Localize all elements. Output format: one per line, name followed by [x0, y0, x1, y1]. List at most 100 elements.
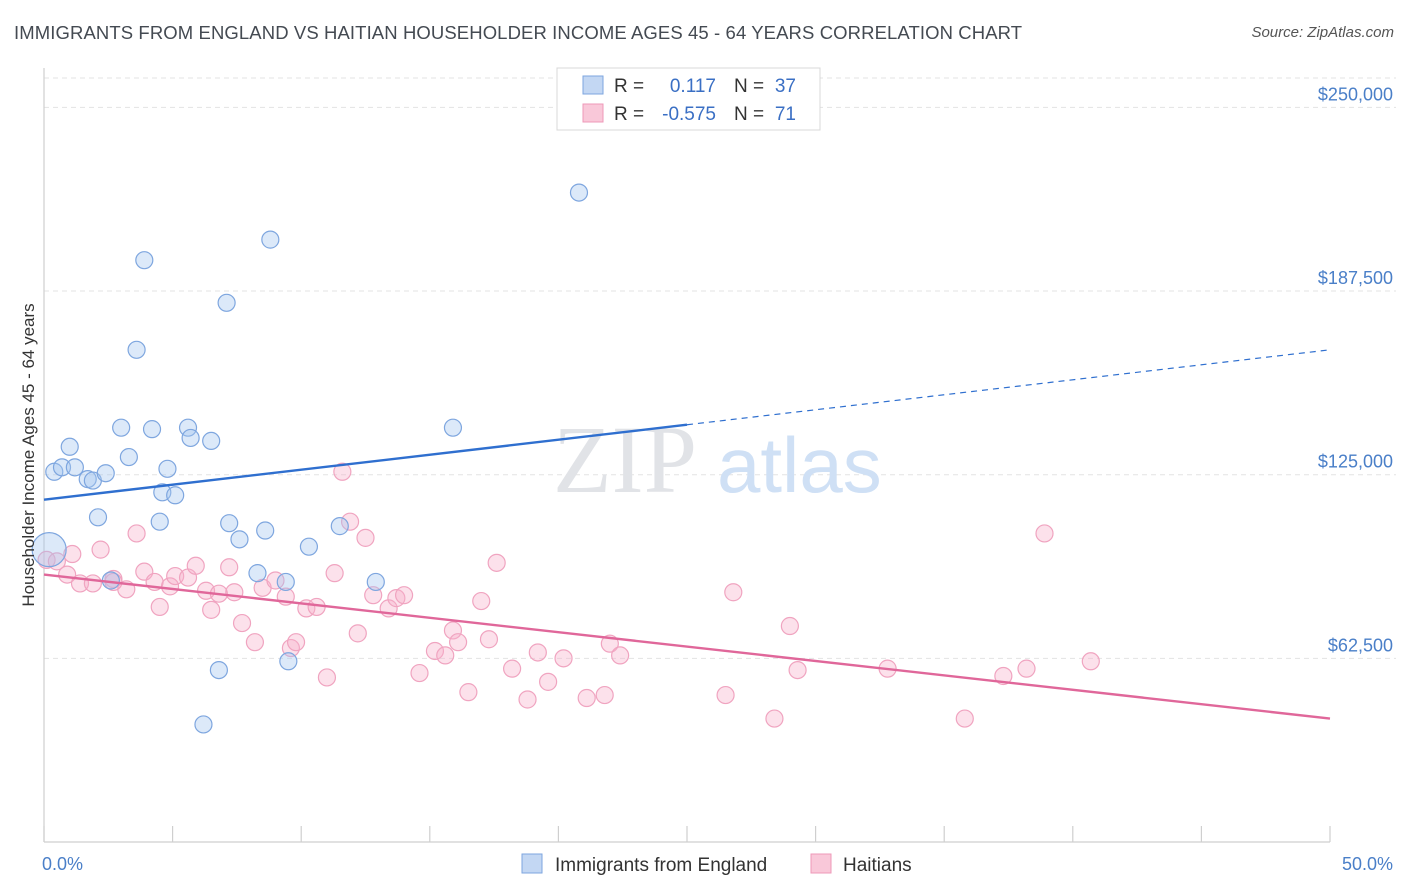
england-point-20: [202, 431, 221, 450]
haitians-point-61: [765, 709, 784, 728]
england-point-0: [31, 532, 67, 568]
haitians-point-62: [780, 616, 799, 636]
axes: [43, 68, 1331, 843]
haitians-point-13: [160, 577, 180, 596]
haitians-point-69: [1081, 652, 1100, 671]
england-trend-extension: [686, 349, 1331, 426]
tick-labels: $62,500 $125,000 $187,500 $250,000 0.0% 50.0%: [42, 84, 1393, 874]
haitians-trend-line: [43, 573, 1331, 720]
haitians-point-45: [448, 633, 468, 652]
england-point-23: [220, 514, 239, 533]
haitians-point-44: [443, 621, 463, 640]
haitians-point-27: [281, 638, 301, 658]
haitians-point-51: [518, 690, 537, 709]
england-trend-line: [43, 423, 688, 501]
x-tick-label-1: 50.0%: [1342, 854, 1393, 874]
y-axis-label: Householder Income Ages 45 - 64 years: [19, 303, 38, 606]
haitians-point-33: [333, 462, 352, 481]
england-point-27: [261, 230, 280, 249]
bottom-legend: Immigrants from England Haitians: [521, 853, 912, 876]
haitians-point-50: [503, 659, 522, 678]
england-point-34: [569, 183, 589, 202]
england-point-36: [150, 512, 169, 531]
legend-swatch-england: [582, 75, 604, 95]
legend-n-value-england: 37: [775, 76, 796, 97]
x-tick-label-0: 0.0%: [42, 854, 83, 874]
haitians-point-68: [1035, 524, 1054, 543]
bottom-legend-swatch-england: [521, 853, 543, 874]
haitians-point-65: [955, 709, 974, 728]
legend-r-value-haitians: -0.575: [662, 104, 716, 125]
england-point-30: [299, 537, 319, 556]
england-point-25: [248, 564, 267, 583]
chart-title: IMMIGRANTS FROM ENGLAND VS HAITIAN HOUSE…: [14, 22, 1023, 43]
trend-lines: [43, 349, 1331, 720]
haitians-point-3: [63, 544, 82, 564]
haitians-point-42: [425, 641, 445, 661]
england-point-35: [194, 715, 213, 734]
haitians-point-9: [127, 524, 146, 543]
haitians-point-58: [611, 646, 630, 665]
england-point-10: [112, 418, 131, 437]
haitians-point-36: [356, 528, 375, 547]
haitians-point-49: [487, 553, 506, 572]
grid-lines: [44, 77, 1396, 659]
england-point-21: [209, 660, 228, 680]
source-note: Source: ZipAtlas.com: [1251, 24, 1394, 41]
haitians-point-22: [232, 613, 252, 633]
england-point-17: [166, 486, 185, 505]
data-points: [31, 183, 1100, 734]
england-point-7: [88, 508, 108, 527]
bottom-legend-label-haitians: Haitians: [843, 855, 912, 876]
england-point-18: [178, 418, 198, 437]
legend-r-value-england: 0.117: [670, 76, 716, 97]
england-point-26: [256, 521, 275, 540]
england-point-11: [119, 447, 138, 467]
legend-n-label-england: N =: [734, 76, 764, 97]
england-point-19: [181, 428, 200, 448]
bottom-legend-swatch-haitians: [810, 853, 832, 874]
haitians-point-35: [348, 624, 367, 643]
england-point-28: [276, 572, 295, 592]
haitians-point-12: [150, 597, 169, 617]
legend-r-label-england: R =: [614, 76, 644, 97]
england-point-8: [96, 464, 115, 483]
haitians-point-1: [47, 552, 66, 571]
england-point-2: [52, 458, 72, 477]
haitians-point-5: [83, 574, 102, 593]
england-point-14: [142, 420, 162, 439]
haitians-point-28: [286, 633, 306, 652]
watermark-atlas: atlas: [717, 421, 882, 509]
haitians-point-40: [394, 586, 414, 605]
england-point-13: [135, 251, 154, 270]
legend-r-label-haitians: R =: [614, 104, 644, 125]
y-tick-label-0: $62,500: [1328, 635, 1393, 655]
haitians-point-59: [716, 685, 735, 705]
y-tick-label-2: $187,500: [1318, 268, 1393, 288]
haitians-point-37: [364, 586, 383, 605]
haitians-point-60: [724, 583, 743, 602]
haitians-point-6: [91, 540, 110, 559]
haitians-point-66: [994, 666, 1013, 686]
england-point-3: [60, 437, 79, 456]
haitians-point-34: [340, 512, 360, 531]
england-point-16: [158, 459, 177, 478]
haitians-point-54: [554, 649, 573, 668]
haitians-point-32: [325, 564, 344, 583]
watermark-zip: ZIP: [553, 406, 697, 513]
watermark: ZIP atlas: [553, 406, 882, 513]
haitians-point-52: [528, 643, 547, 662]
england-point-31: [330, 517, 349, 536]
england-point-33: [443, 418, 463, 437]
haitians-point-46: [459, 683, 478, 702]
haitians-point-23: [245, 633, 265, 652]
bottom-legend-label-england: Immigrants from England: [555, 855, 767, 876]
england-point-32: [366, 572, 385, 592]
haitians-point-48: [479, 630, 499, 649]
haitians-point-41: [410, 663, 429, 683]
england-point-4: [65, 458, 84, 477]
haitians-point-53: [539, 672, 558, 691]
y-tick-label-3: $250,000: [1318, 84, 1393, 104]
legend-n-label-haitians: N =: [734, 104, 764, 125]
